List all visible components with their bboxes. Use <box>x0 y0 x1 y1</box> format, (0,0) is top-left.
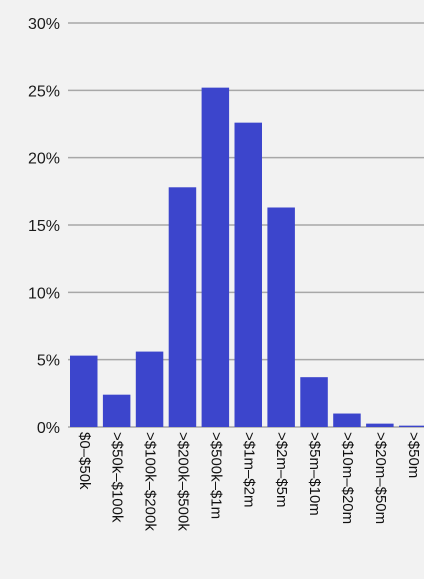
bars <box>70 87 424 428</box>
bar <box>267 207 295 427</box>
bar <box>135 351 164 427</box>
bar <box>366 423 394 427</box>
x-category-label: >$50k–$100k <box>109 432 126 523</box>
y-tick-label: 5% <box>37 353 60 370</box>
bar <box>70 355 98 427</box>
y-tick-label: 10% <box>28 285 60 302</box>
x-category-label: >$1m–$2m <box>240 432 257 507</box>
y-tick-label: 0% <box>37 420 60 437</box>
y-tick-label: 15% <box>28 218 60 235</box>
bar <box>102 394 131 427</box>
y-axis-tick-labels: 0% 5% 10% 15% 20% 25% 30% <box>28 16 60 437</box>
x-category-label: $0–$50k <box>76 432 93 490</box>
bar <box>399 425 424 427</box>
x-category-label: >$500k–$1m <box>207 432 224 519</box>
x-category-label: >$100k–$200k <box>142 432 159 531</box>
y-tick-label: 25% <box>28 83 60 100</box>
x-category-label: >$20m–$50m <box>372 432 389 524</box>
x-category-label: >$10m–$20m <box>339 432 356 524</box>
x-category-label: >$200k–$500k <box>174 432 191 531</box>
bar <box>300 377 328 427</box>
bar <box>333 413 361 427</box>
bar <box>201 87 230 427</box>
x-category-label: >$2m–$5m <box>273 432 290 507</box>
x-category-label: >$5m–$10m <box>306 432 323 516</box>
bar <box>168 187 197 427</box>
x-category-label: >$50m <box>405 432 422 478</box>
y-tick-label: 20% <box>28 151 60 168</box>
x-axis-category-labels: $0–$50k >$50k–$100k >$100k–$200k >$200k–$50… <box>76 432 422 531</box>
y-tick-label: 30% <box>28 16 60 33</box>
bar <box>234 122 262 428</box>
